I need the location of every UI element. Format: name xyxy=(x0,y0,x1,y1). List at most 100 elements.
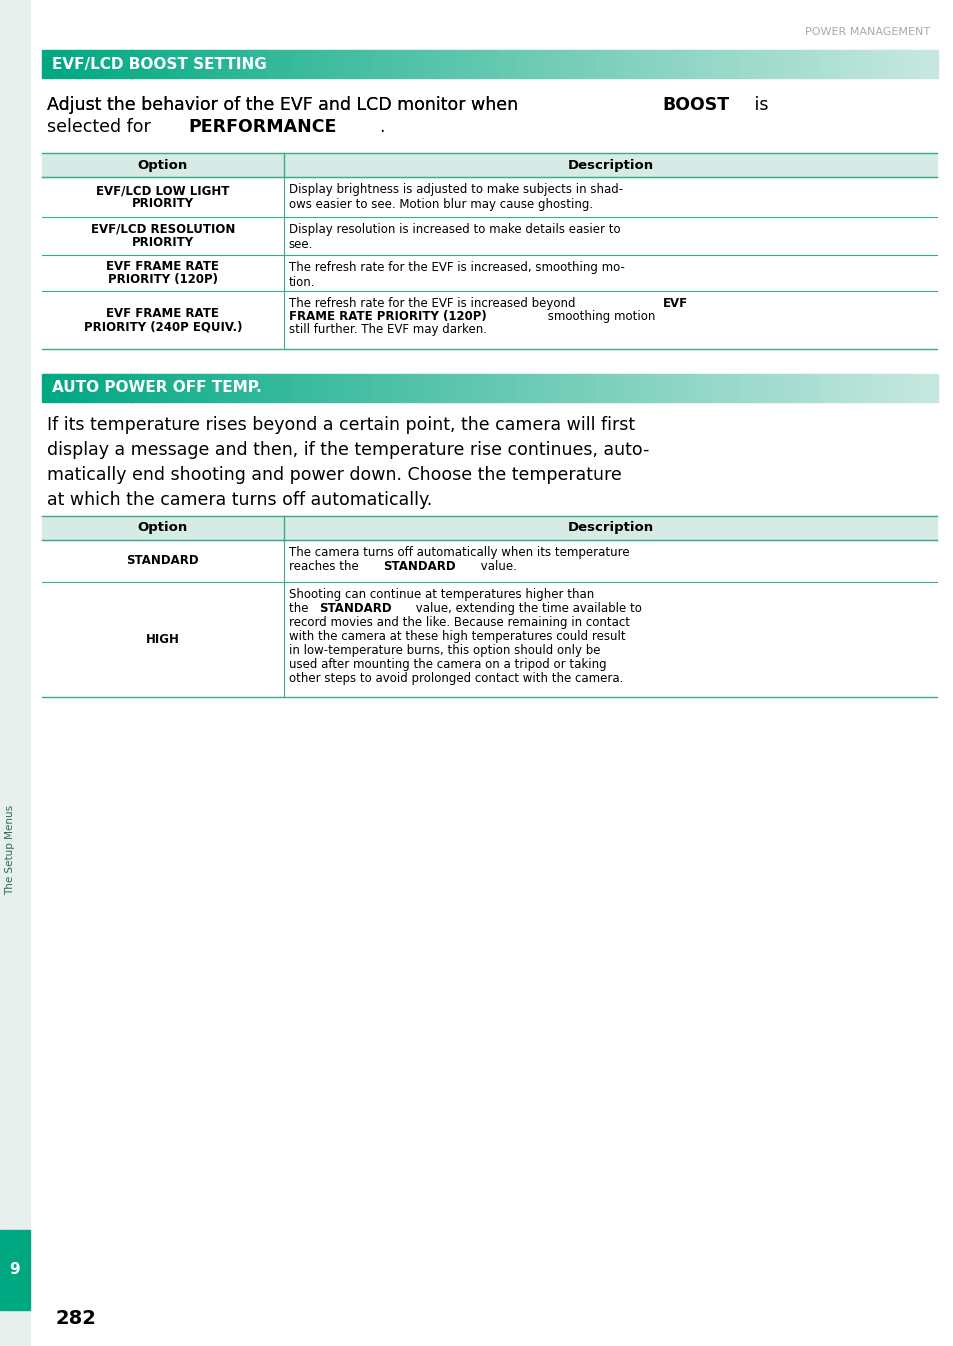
Bar xyxy=(748,50,759,78)
Bar xyxy=(382,50,392,78)
Bar xyxy=(42,50,51,78)
Bar xyxy=(167,50,177,78)
Bar xyxy=(587,374,598,402)
Text: in low-temperature burns, this option should only be: in low-temperature burns, this option sh… xyxy=(289,643,599,657)
Bar xyxy=(42,374,51,402)
Text: with the camera at these high temperatures could result: with the camera at these high temperatur… xyxy=(289,630,624,643)
Bar xyxy=(42,153,936,178)
Text: The Setup Menus: The Setup Menus xyxy=(5,805,15,895)
Text: FRAME RATE PRIORITY (120P): FRAME RATE PRIORITY (120P) xyxy=(289,310,486,323)
Bar xyxy=(426,374,436,402)
Bar xyxy=(346,50,355,78)
Text: value.: value. xyxy=(476,560,517,573)
Bar xyxy=(811,374,821,402)
Bar xyxy=(516,50,526,78)
Bar xyxy=(614,50,624,78)
Bar xyxy=(480,50,490,78)
Text: Adjust the behavior of the EVF and LCD monitor when: Adjust the behavior of the EVF and LCD m… xyxy=(47,96,523,114)
Bar xyxy=(444,374,455,402)
Bar xyxy=(194,374,204,402)
Bar xyxy=(391,374,400,402)
Bar xyxy=(373,50,383,78)
Bar xyxy=(132,50,141,78)
Bar xyxy=(140,50,151,78)
Bar xyxy=(695,374,704,402)
Bar xyxy=(105,50,114,78)
Text: Option: Option xyxy=(137,159,188,171)
Text: PRIORITY: PRIORITY xyxy=(132,197,193,210)
Bar xyxy=(614,374,624,402)
Bar xyxy=(95,50,106,78)
Text: Shooting can continue at temperatures higher than: Shooting can continue at temperatures hi… xyxy=(289,588,594,602)
Bar xyxy=(310,50,320,78)
Bar xyxy=(382,374,392,402)
Bar xyxy=(489,374,499,402)
Bar xyxy=(534,374,543,402)
Bar xyxy=(721,50,731,78)
Bar xyxy=(882,50,892,78)
Bar xyxy=(846,50,857,78)
Bar xyxy=(713,374,722,402)
Bar xyxy=(874,374,883,402)
Text: EVF FRAME RATE: EVF FRAME RATE xyxy=(107,307,219,320)
Bar xyxy=(552,374,561,402)
Text: If its temperature rises beyond a certain point, the camera will first
display a: If its temperature rises beyond a certai… xyxy=(47,416,649,509)
Bar xyxy=(758,374,767,402)
Bar xyxy=(489,50,499,78)
Bar xyxy=(283,50,294,78)
Text: 282: 282 xyxy=(55,1308,95,1327)
Text: The refresh rate for the EVF is increased, smoothing mo-
tion.: The refresh rate for the EVF is increase… xyxy=(289,261,624,289)
Bar xyxy=(301,374,312,402)
Bar xyxy=(901,374,910,402)
Text: PERFORMANCE: PERFORMANCE xyxy=(188,118,336,136)
Text: reaches the: reaches the xyxy=(289,560,362,573)
Bar xyxy=(864,374,875,402)
Text: STANDARD: STANDARD xyxy=(127,555,199,568)
Bar xyxy=(918,374,928,402)
Bar xyxy=(78,50,88,78)
Bar xyxy=(230,374,239,402)
Bar xyxy=(87,50,96,78)
Bar xyxy=(864,50,875,78)
Bar xyxy=(801,374,812,402)
Bar xyxy=(766,374,776,402)
Bar xyxy=(721,374,731,402)
Bar xyxy=(650,374,659,402)
Bar xyxy=(542,50,553,78)
Bar xyxy=(60,50,70,78)
Text: 9: 9 xyxy=(10,1263,20,1277)
Text: value, extending the time available to: value, extending the time available to xyxy=(412,602,641,615)
Bar xyxy=(417,374,427,402)
Bar xyxy=(238,374,249,402)
Bar xyxy=(444,50,455,78)
Text: PRIORITY (120P): PRIORITY (120P) xyxy=(108,273,217,285)
Bar xyxy=(417,50,427,78)
Text: AUTO POWER OFF TEMP.: AUTO POWER OFF TEMP. xyxy=(52,381,261,396)
Bar xyxy=(319,374,329,402)
Bar xyxy=(113,50,124,78)
Bar xyxy=(578,374,588,402)
Text: EVF/LCD BOOST SETTING: EVF/LCD BOOST SETTING xyxy=(52,57,267,71)
Bar xyxy=(346,374,355,402)
Text: used after mounting the camera on a tripod or taking: used after mounting the camera on a trip… xyxy=(289,658,606,672)
Bar xyxy=(373,374,383,402)
Text: The camera turns off automatically when its temperature: The camera turns off automatically when … xyxy=(289,546,629,559)
Bar xyxy=(293,374,302,402)
Bar xyxy=(838,374,847,402)
Bar xyxy=(454,374,463,402)
Bar xyxy=(641,374,651,402)
Bar xyxy=(552,50,561,78)
Bar xyxy=(784,374,794,402)
Bar xyxy=(87,374,96,402)
Bar xyxy=(560,50,571,78)
Bar xyxy=(256,50,267,78)
Bar xyxy=(471,50,481,78)
Text: POWER MANAGEMENT: POWER MANAGEMENT xyxy=(804,27,929,36)
Bar xyxy=(95,374,106,402)
Text: other steps to avoid prolonged contact with the camera.: other steps to avoid prolonged contact w… xyxy=(289,672,622,685)
Bar xyxy=(497,374,508,402)
Bar xyxy=(266,50,275,78)
Bar xyxy=(69,50,79,78)
Text: Adjust the behavior of the EVF and LCD monitor when: Adjust the behavior of the EVF and LCD m… xyxy=(47,96,523,114)
Bar xyxy=(497,50,508,78)
